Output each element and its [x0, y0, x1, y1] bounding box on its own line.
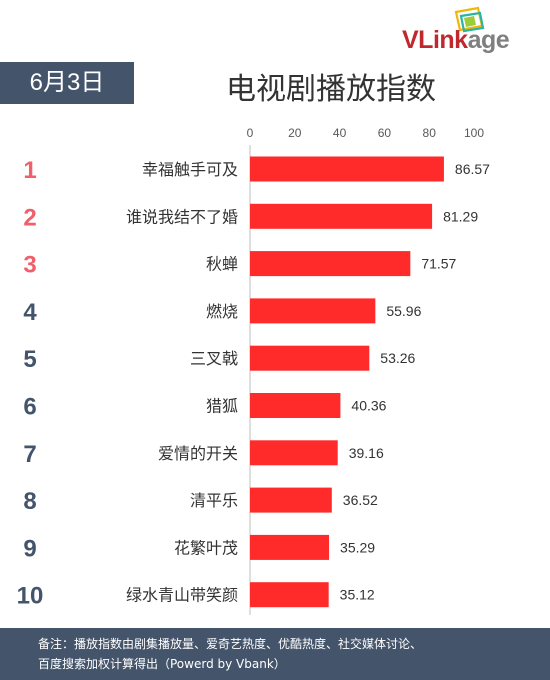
- rank-number: 2: [23, 204, 36, 231]
- logo-wordmark: VLinkage: [402, 26, 510, 55]
- category-label: 花繁叶茂: [174, 538, 238, 557]
- bar: [250, 345, 370, 371]
- x-tick-label: 60: [378, 126, 392, 140]
- x-tick-label: 100: [464, 126, 484, 140]
- x-tick-label: 0: [247, 126, 254, 140]
- logo-text-secondary: age: [467, 26, 510, 54]
- x-tick-label: 40: [333, 126, 347, 140]
- bar: [250, 534, 330, 560]
- rank-number: 10: [17, 583, 44, 610]
- bar: [250, 203, 433, 229]
- bar-chart: 0 20 40 60 80 100 1 幸福触手可及 86.57 2 谁说我结不了婚 81.29 3 秋蝉…: [17, 126, 490, 615]
- rank-number: 7: [23, 441, 36, 468]
- value-label: 81.29: [443, 208, 478, 224]
- chart-title: 电视剧播放指数: [226, 72, 436, 107]
- value-label: 40.36: [351, 398, 386, 414]
- value-label: 35.29: [340, 539, 375, 555]
- bar: [250, 440, 338, 466]
- rank-number: 4: [23, 299, 37, 326]
- category-label: 谁说我结不了婚: [126, 207, 238, 226]
- value-label: 35.12: [340, 587, 375, 603]
- x-tick-label: 20: [288, 126, 302, 140]
- bar: [250, 393, 341, 418]
- value-label: 71.57: [421, 256, 456, 272]
- rank-number: 1: [23, 157, 36, 184]
- x-tick-label: 80: [423, 126, 437, 140]
- category-label: 绿水青山带笑颜: [126, 586, 238, 605]
- category-label: 清平乐: [190, 491, 238, 510]
- rank-number: 5: [23, 346, 36, 373]
- footer-note: 备注：播放指数由剧集播放量、爱奇艺热度、优酷热度、社交媒体讨论、 百度搜索加权计…: [0, 628, 550, 680]
- bar: [250, 582, 329, 608]
- logo-frames-icon: [454, 6, 485, 33]
- brand-logo: VLinkage: [402, 6, 532, 54]
- bar: [250, 251, 411, 277]
- bar: [250, 298, 376, 324]
- footer-line-1: 备注：播放指数由剧集播放量、爱奇艺热度、优酷热度、社交媒体讨论、: [38, 637, 423, 651]
- category-label: 秋蝉: [206, 255, 238, 274]
- value-label: 36.52: [343, 492, 378, 508]
- rank-number: 6: [23, 394, 36, 421]
- category-label: 三叉戟: [190, 349, 238, 368]
- rank-number: 9: [23, 535, 36, 562]
- value-label: 55.96: [386, 303, 421, 319]
- category-label: 猎狐: [206, 397, 238, 416]
- logo-text-primary: VLink: [402, 26, 468, 54]
- bar: [250, 487, 332, 513]
- date-badge: 6月3日: [0, 62, 134, 104]
- category-label: 幸福触手可及: [142, 160, 238, 179]
- rank-number: 3: [23, 252, 36, 279]
- rank-number: 8: [23, 488, 36, 515]
- value-label: 53.26: [380, 350, 415, 366]
- category-label: 燃烧: [206, 302, 238, 321]
- value-label: 39.16: [349, 445, 384, 461]
- footer-line-2: 百度搜索加权计算得出（Powerd by Vbank）: [38, 657, 286, 671]
- category-label: 爱情的开关: [158, 444, 238, 463]
- bar: [250, 156, 444, 182]
- value-label: 86.57: [455, 161, 490, 177]
